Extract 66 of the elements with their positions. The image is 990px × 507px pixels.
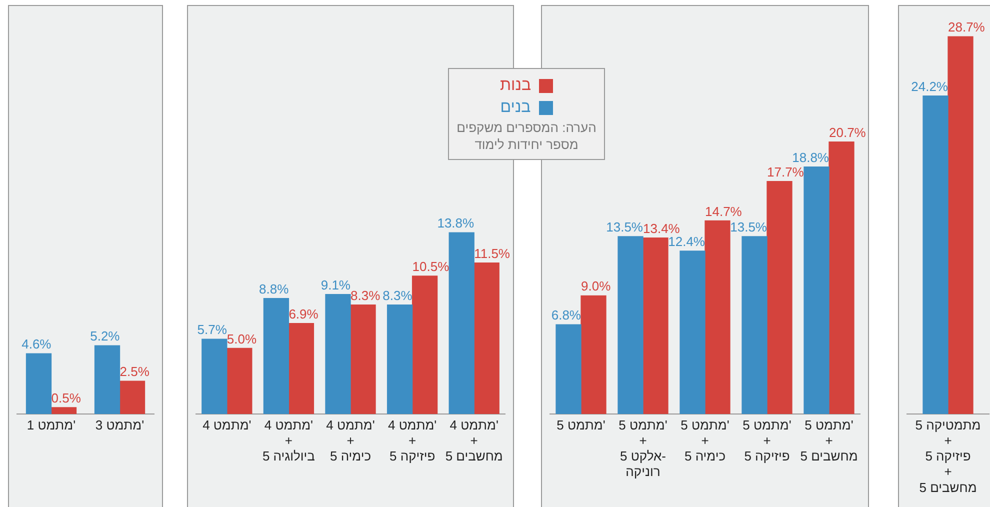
data-label: 5.7% xyxy=(197,322,228,338)
data-label: 17.7% xyxy=(767,164,804,180)
data-label: 2.5% xyxy=(120,364,150,380)
data-label: 8.3% xyxy=(382,288,413,303)
bar xyxy=(742,236,768,414)
data-label: 6.9% xyxy=(288,306,319,322)
data-label: 12.4% xyxy=(668,234,706,250)
data-label: 6.8% xyxy=(551,308,582,323)
x-tick-label: 5 מתמט' xyxy=(556,417,606,432)
bar xyxy=(580,295,606,414)
bar xyxy=(828,142,854,414)
bar xyxy=(119,380,146,414)
x-tick-label: 4 מתמט' + 5 כימיה xyxy=(326,417,375,464)
bar xyxy=(704,220,730,414)
bar xyxy=(680,250,706,414)
bar xyxy=(642,237,668,414)
bar xyxy=(26,353,52,414)
data-label: 24.2% xyxy=(911,78,948,94)
bar xyxy=(448,232,474,414)
data-label: 9.0% xyxy=(581,278,612,294)
bar xyxy=(766,180,792,414)
x-tick-label: 4 מתמט' + 5 ביולוגיה xyxy=(262,417,316,464)
bar xyxy=(350,304,376,414)
x-tick-label: 5 מתמט' + 5 פיזיקה xyxy=(742,417,792,464)
data-label: 4.6% xyxy=(22,336,52,352)
data-label: 14.7% xyxy=(705,204,742,219)
x-tick-label: 4 מתמט' xyxy=(202,417,252,432)
data-label: 13.5% xyxy=(606,220,644,235)
x-tick-label: 5 מתמט' + 5 אלקט- רוניקה xyxy=(618,417,668,480)
annotation: הערה: המספרים משקפים מספר יחידות לימוד xyxy=(456,119,598,153)
bar xyxy=(94,345,120,414)
bar xyxy=(226,348,252,414)
data-label: 10.5% xyxy=(412,259,450,274)
bar xyxy=(263,298,290,414)
data-label: 11.5% xyxy=(474,246,510,261)
legend-label: בנים xyxy=(500,98,531,118)
data-label: 5.0% xyxy=(226,331,257,346)
bar xyxy=(50,407,77,414)
legend-label: בנות xyxy=(500,76,532,96)
bar xyxy=(618,236,644,414)
bar xyxy=(202,338,228,414)
bar xyxy=(474,262,500,414)
data-label: 8.3% xyxy=(350,288,381,303)
x-tick-label: 5 מתמט' + 5 מחשבים xyxy=(800,417,858,464)
bar xyxy=(412,276,438,414)
bar xyxy=(556,324,582,414)
x-tick-label: 5 מתמט' + 5 כימיה xyxy=(680,417,730,464)
data-label: 5.2% xyxy=(90,328,120,344)
x-tick-label: 1 מתמט' xyxy=(26,417,76,432)
data-label: 13.5% xyxy=(730,220,768,235)
x-tick-label: 5 מתמטיקה + 5 פיזיקה + 5 מחשבים xyxy=(915,417,981,495)
data-label: 18.8% xyxy=(792,150,830,165)
bar xyxy=(804,166,830,414)
x-tick-label: 4 מתמט' + 5 פיזיקה xyxy=(388,417,437,464)
data-label: 0.5% xyxy=(51,390,82,406)
bar xyxy=(288,322,314,414)
data-label: 13.4% xyxy=(643,220,680,236)
bar xyxy=(386,304,413,414)
data-label: 9.1% xyxy=(320,277,351,292)
x-tick-label: 4 מתמט' + 5 מחשבים xyxy=(445,417,503,464)
bar xyxy=(325,294,351,414)
data-label: 13.8% xyxy=(437,216,475,231)
data-label: 20.7% xyxy=(829,124,866,140)
data-label: 8.8% xyxy=(259,281,290,296)
data-label: 28.7% xyxy=(948,20,986,35)
x-tick-label: 3 מתמט' xyxy=(95,417,144,432)
